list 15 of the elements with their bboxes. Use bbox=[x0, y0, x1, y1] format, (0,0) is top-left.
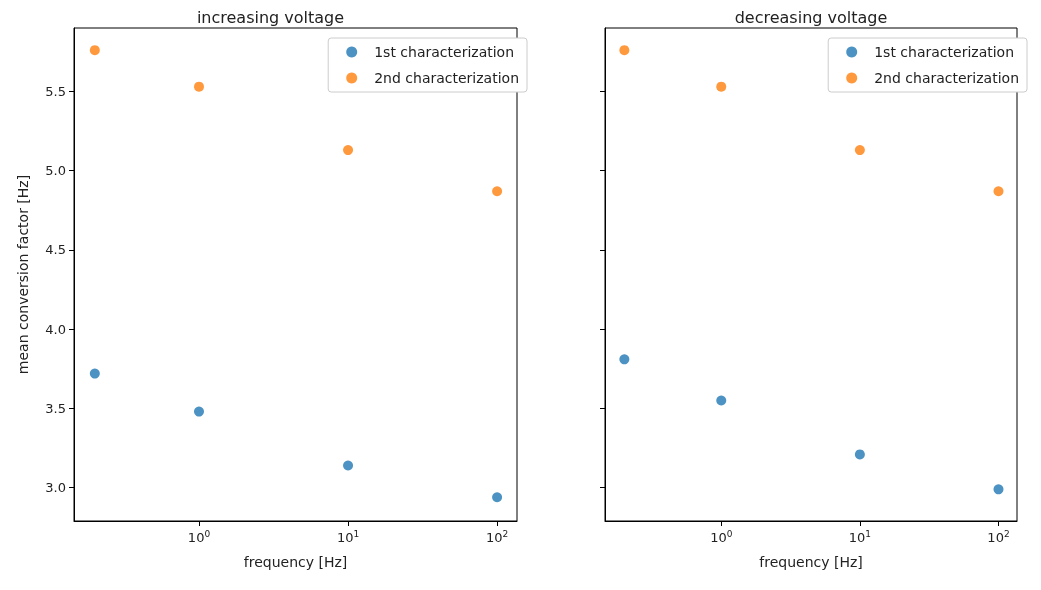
legend-label: 1st characterization bbox=[874, 44, 1015, 60]
y-tick-label: 3.5 bbox=[45, 400, 66, 416]
legend-label: 2nd characterization bbox=[874, 70, 1019, 86]
x-axis-title: frequency [Hz] bbox=[243, 554, 348, 570]
chart-title: decreasing voltage bbox=[734, 7, 888, 27]
y-tick-label: 5.5 bbox=[45, 83, 66, 99]
legend-label: 1st characterization bbox=[374, 44, 515, 60]
y-tick-label: 3.0 bbox=[45, 480, 66, 496]
legend-label: 2nd characterization bbox=[374, 70, 519, 86]
y-axis-title: mean conversion factor [Hz] bbox=[15, 174, 31, 375]
y-tick-label: 5.0 bbox=[45, 163, 66, 179]
y-tick-label: 4.5 bbox=[45, 242, 66, 258]
x-axis-title: frequency [Hz] bbox=[759, 554, 863, 570]
y-tick-label: 4.0 bbox=[45, 321, 66, 337]
chart-title: increasing voltage bbox=[196, 7, 345, 27]
